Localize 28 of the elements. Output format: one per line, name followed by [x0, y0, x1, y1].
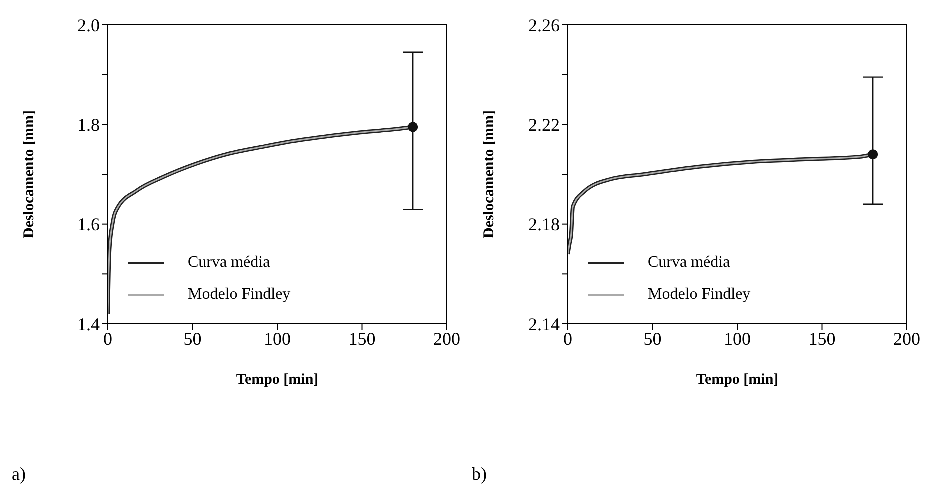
y-tick-label: 2.18	[528, 214, 560, 235]
legend-label: Modelo Findley	[188, 286, 291, 304]
text: a)	[12, 464, 26, 485]
x-tick-label: 150	[348, 328, 376, 349]
x-tick-label: 0	[564, 328, 572, 349]
x-tick-label: 150	[808, 328, 836, 349]
x-tick-label: 50	[184, 328, 202, 349]
text: b)	[472, 464, 487, 485]
x-axis-title: Tempo [min]	[236, 372, 319, 388]
y-tick-label: 2.26	[528, 15, 560, 36]
y-axis-title: Deslocamento [mm]	[481, 110, 498, 238]
legend-label: Curva média	[648, 254, 730, 272]
x-tick-label: 0	[104, 328, 112, 349]
x-tick-label: 100	[264, 328, 291, 349]
x-tick-label: 50	[644, 328, 662, 349]
x-tick-label: 100	[724, 328, 751, 349]
y-tick-label: 1.4	[78, 314, 100, 334]
y-tick-label: 2.14	[528, 314, 560, 334]
y-axis-title: Deslocamento [mm]	[21, 110, 38, 238]
x-tick-label: 200	[434, 328, 460, 349]
y-tick-label: 1.6	[78, 214, 100, 235]
y-tick-label: 2.0	[78, 15, 100, 36]
x-tick-label: 200	[894, 328, 920, 349]
y-tick-label: 1.8	[78, 115, 100, 136]
legend-label: Modelo Findley	[648, 286, 751, 304]
y-tick-label: 2.22	[528, 115, 560, 136]
legend-label: Curva média	[188, 254, 270, 272]
x-axis-title: Tempo [min]	[696, 372, 779, 388]
